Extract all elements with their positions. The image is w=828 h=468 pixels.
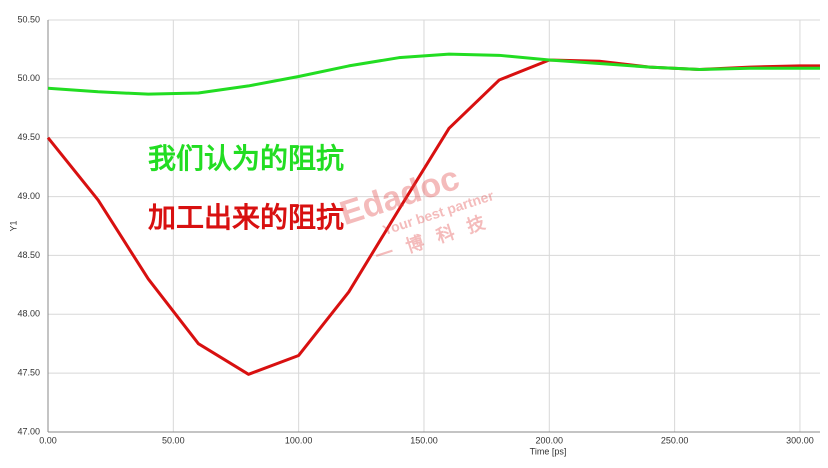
y-tick-label: 47.50 bbox=[17, 368, 40, 378]
y-tick-label: 48.50 bbox=[17, 250, 40, 260]
x-tick-label: 100.00 bbox=[285, 435, 313, 445]
x-tick-label: 300.00 bbox=[786, 435, 814, 445]
x-tick-label: 250.00 bbox=[661, 435, 689, 445]
y-tick-label: 48.00 bbox=[17, 309, 40, 319]
series-annotation: 我们认为的阻抗 bbox=[148, 142, 344, 175]
x-axis-label: Time [ps] bbox=[530, 446, 567, 456]
series-annotation: 加工出来的阻抗 bbox=[148, 201, 344, 234]
x-tick-label: 0.00 bbox=[39, 435, 57, 445]
y-tick-label: 50.00 bbox=[17, 73, 40, 83]
y-tick-label: 50.50 bbox=[17, 14, 40, 24]
y-tick-label: 47.00 bbox=[17, 426, 40, 436]
y-tick-label: 49.50 bbox=[17, 132, 40, 142]
x-tick-label: 50.00 bbox=[162, 435, 185, 445]
y-axis-label: Y1 bbox=[8, 220, 18, 231]
y-tick-label: 49.00 bbox=[17, 191, 40, 201]
x-tick-label: 200.00 bbox=[536, 435, 564, 445]
series-line bbox=[47, 52, 820, 96]
x-tick-label: 150.00 bbox=[410, 435, 438, 445]
